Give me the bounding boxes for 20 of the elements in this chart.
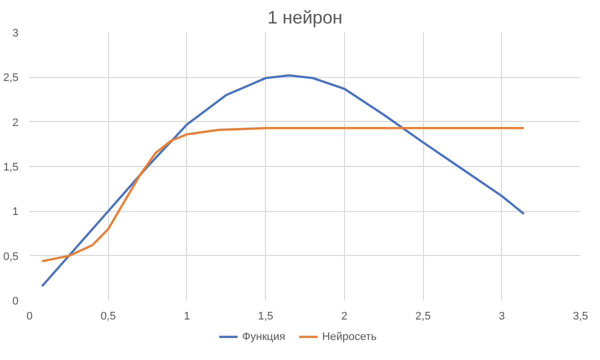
x-tick-label: 3,5 — [572, 310, 588, 322]
y-tick-label: 2 — [12, 116, 19, 129]
y-tick-label: 1 — [12, 206, 19, 218]
legend-label: Функция — [242, 330, 286, 343]
y-tick-label: 3 — [12, 28, 19, 40]
x-tick-label: 1,5 — [258, 310, 274, 322]
x-tick-label: 2 — [341, 310, 348, 322]
x-tick-label: 0 — [26, 310, 33, 322]
x-tick-label: 3 — [498, 310, 505, 322]
y-tick-label: 0 — [12, 296, 19, 308]
line-series — [40, 126, 525, 262]
x-tick-label: 0,5 — [100, 310, 116, 322]
x-tick-label: 2,5 — [415, 310, 431, 322]
line-series — [40, 74, 525, 288]
y-tick-label: 0,5 — [3, 250, 19, 263]
y-tick-label: 1,5 — [3, 162, 19, 174]
legend-label: Нейросеть — [322, 330, 377, 343]
x-tick-label: 1 — [184, 310, 190, 322]
chart-title: 1 нейрон — [268, 8, 342, 28]
y-tick-label: 2,5 — [3, 72, 19, 84]
